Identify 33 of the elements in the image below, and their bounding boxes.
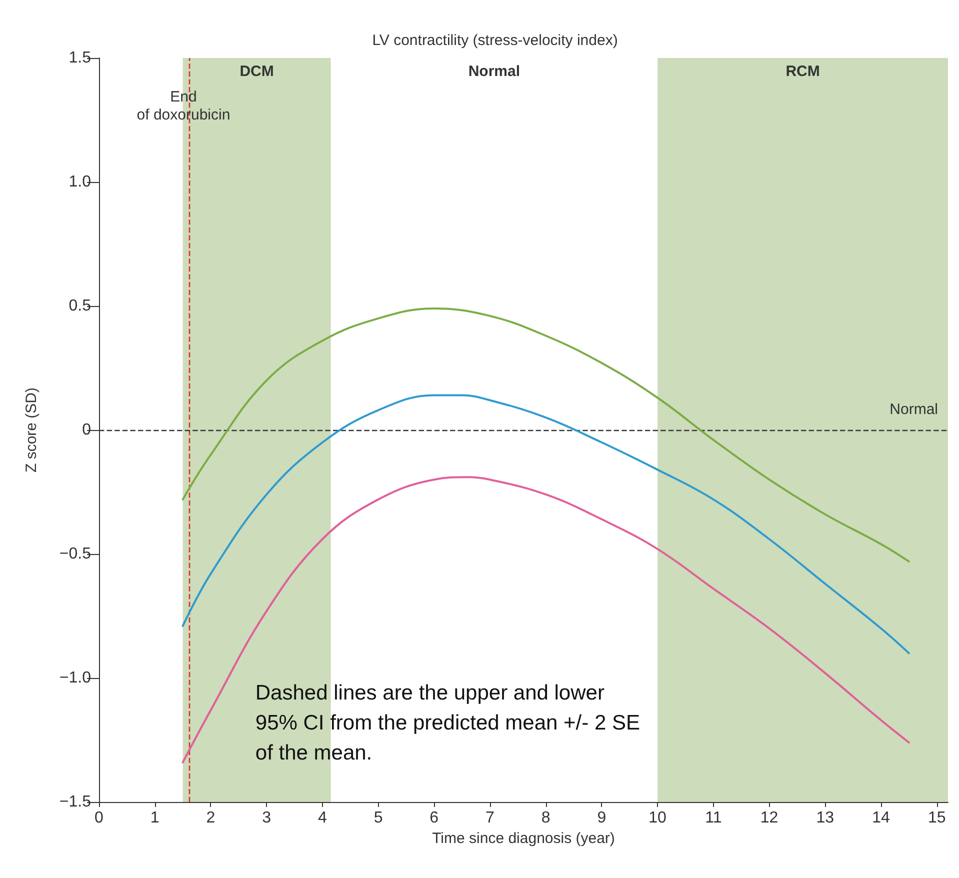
x-tick-label: 13 xyxy=(816,810,834,826)
y-tick-label: 1.0 xyxy=(68,174,92,190)
annotation: Dashed lines are the upper and lower 95% CI from the predicted mean +/- 2 SE of the mean. xyxy=(255,682,640,764)
x-tick-label: 11 xyxy=(705,810,722,826)
y-tick-label: 0 xyxy=(82,422,92,438)
y-axis-title: Z score (SD) xyxy=(23,387,40,473)
x-tick-label: 5 xyxy=(374,810,383,826)
y-tick-label: −1.5 xyxy=(59,794,92,810)
ref-line-label: End of doxorubicin xyxy=(136,88,230,124)
x-tick-label: 8 xyxy=(541,810,550,826)
y-tick-label: 0.5 xyxy=(68,298,92,314)
y-tick-label: 1.5 xyxy=(68,50,92,66)
x-tick-label: 1 xyxy=(150,810,160,826)
ref-line-label: Normal xyxy=(890,401,938,418)
x-tick-label: 10 xyxy=(648,810,667,826)
band-label: DCM xyxy=(240,63,274,80)
x-tick-label: 0 xyxy=(94,810,104,826)
band-label: RCM xyxy=(786,63,820,80)
annotation: Normal xyxy=(468,63,520,80)
x-tick-label: 9 xyxy=(597,810,606,826)
x-tick-label: 7 xyxy=(486,810,495,826)
chart-title: LV contractility (stress-velocity index) xyxy=(372,32,618,49)
x-tick-label: 12 xyxy=(760,810,778,826)
y-tick-label: −1.0 xyxy=(59,670,92,686)
line-series xyxy=(182,476,910,764)
x-tick-label: 3 xyxy=(262,810,272,826)
x-tick-label: 6 xyxy=(430,810,439,826)
y-tick-label: −0.5 xyxy=(59,546,92,562)
x-axis-title: Time since diagnosis (year) xyxy=(432,830,615,847)
x-tick-label: 15 xyxy=(928,810,946,826)
x-tick-label: 2 xyxy=(206,810,216,826)
x-tick-label: 4 xyxy=(318,810,327,826)
x-tick-label: 14 xyxy=(872,810,890,826)
